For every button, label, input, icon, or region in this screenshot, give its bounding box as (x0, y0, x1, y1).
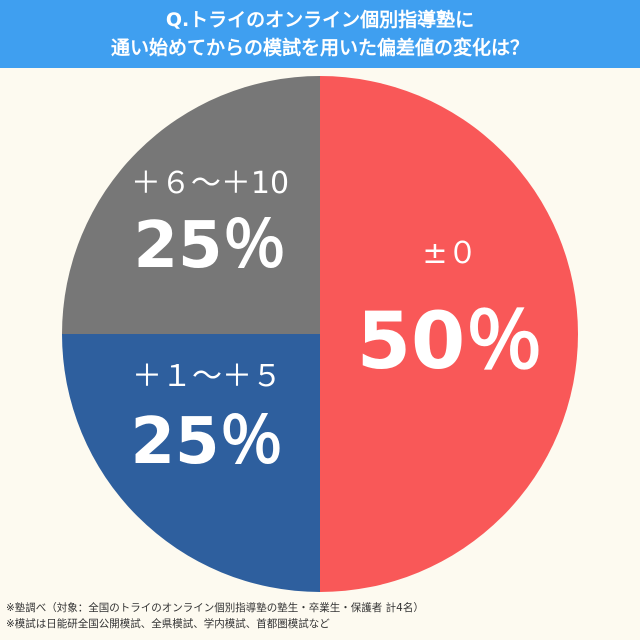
pie-slice (320, 76, 578, 592)
pie-chart: ±０ 50％ ＋１〜＋５ 25％ ＋６〜＋10 25％ (62, 76, 578, 592)
pie-slice (62, 334, 320, 592)
slice-category-label: ＋１〜＋５ (132, 359, 282, 394)
title-banner: Q.トライのオンライン個別指導塾に 通い始めてからの模試を用いた偏差値の変化は？ (0, 0, 640, 68)
title-line-1: Q.トライのオンライン個別指導塾に (165, 9, 475, 31)
pie-slice (62, 76, 320, 334)
slice-category-label: ＋６〜＋10 (131, 166, 289, 201)
slice-category-label: ±０ (422, 236, 477, 271)
slice-value-label: 50％ (357, 297, 544, 387)
slice-value-label: 25％ (133, 209, 286, 283)
slice-value-label: 25％ (130, 405, 283, 479)
title-line-2: 通い始めてからの模試を用いた偏差値の変化は？ (110, 37, 529, 59)
footnote-survey: ※塾調べ（対象：全国のトライのオンライン個別指導塾の塾生・卒業生・保護者 計4名… (6, 602, 424, 614)
footnote-exams: ※模試は日能研全国公開模試、全県模試、学内模試、首都圏模試など (6, 618, 330, 630)
